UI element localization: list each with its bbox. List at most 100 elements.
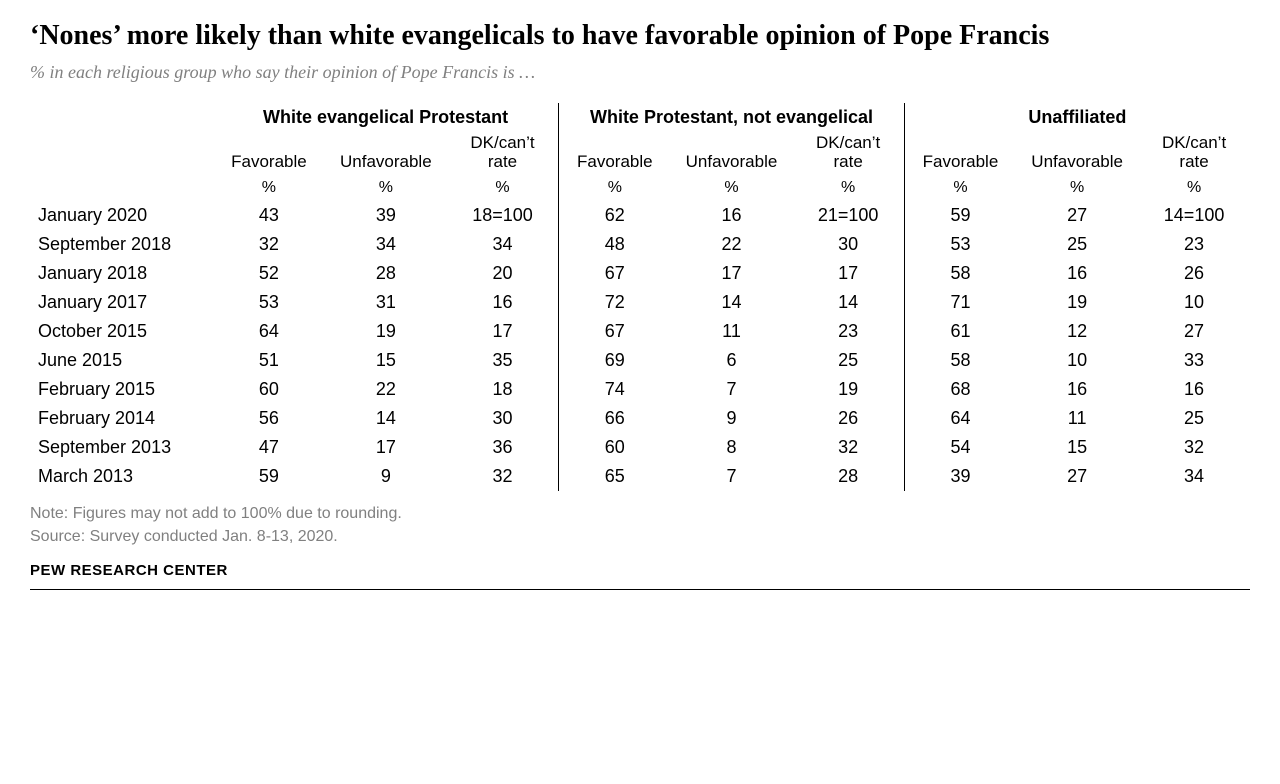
page-title: ‘Nones’ more likely than white evangelic… [30, 20, 1250, 52]
table-row: February 201456143066926641125 [30, 404, 1250, 433]
data-cell: 12 [1016, 317, 1138, 346]
col-dk: DK/can’trate [1138, 130, 1250, 175]
data-cell: 11 [1016, 404, 1138, 433]
data-cell: 48 [559, 230, 671, 259]
data-cell: 8 [670, 433, 792, 462]
data-cell: 19 [325, 317, 447, 346]
data-cell: 34 [1138, 462, 1250, 491]
data-cell: 14 [325, 404, 447, 433]
table-body: January 2020433918=100621621=100592714=1… [30, 201, 1250, 491]
data-cell: 16 [447, 288, 559, 317]
pct-label: % [213, 175, 325, 201]
data-cell: 51 [213, 346, 325, 375]
data-cell: 18 [447, 375, 559, 404]
data-cell: 74 [559, 375, 671, 404]
table-row: February 201560221874719681616 [30, 375, 1250, 404]
table-row: January 2017533116721414711910 [30, 288, 1250, 317]
data-cell: 53 [213, 288, 325, 317]
source-line: Source: Survey conducted Jan. 8-13, 2020… [30, 526, 1250, 548]
data-cell: 9 [325, 462, 447, 491]
pct-label: % [447, 175, 559, 201]
data-cell: 28 [792, 462, 904, 491]
data-cell: 15 [325, 346, 447, 375]
row-label: January 2020 [30, 201, 213, 230]
data-cell: 16 [1016, 375, 1138, 404]
data-cell: 22 [325, 375, 447, 404]
data-cell: 15 [1016, 433, 1138, 462]
data-cell: 11 [670, 317, 792, 346]
data-cell: 17 [447, 317, 559, 346]
pct-label: % [1138, 175, 1250, 201]
data-cell: 25 [792, 346, 904, 375]
pct-label: % [325, 175, 447, 201]
col-unfavorable: Unfavorable [325, 130, 447, 175]
data-cell: 17 [325, 433, 447, 462]
table-row: January 2018522820671717581626 [30, 259, 1250, 288]
data-cell: 19 [792, 375, 904, 404]
col-dk: DK/can’trate [447, 130, 559, 175]
data-cell: 26 [792, 404, 904, 433]
data-cell: 23 [1138, 230, 1250, 259]
data-cell: 59 [213, 462, 325, 491]
pct-label: % [670, 175, 792, 201]
data-cell: 16 [1016, 259, 1138, 288]
data-cell: 71 [904, 288, 1016, 317]
data-cell: 68 [904, 375, 1016, 404]
row-label: March 2013 [30, 462, 213, 491]
data-cell: 33 [1138, 346, 1250, 375]
data-cell: 61 [904, 317, 1016, 346]
data-cell: 25 [1138, 404, 1250, 433]
data-cell: 16 [1138, 375, 1250, 404]
data-cell: 39 [325, 201, 447, 230]
data-cell: 39 [904, 462, 1016, 491]
data-cell: 43 [213, 201, 325, 230]
data-cell: 32 [447, 462, 559, 491]
data-cell: 14 [792, 288, 904, 317]
table-row: September 201347173660832541532 [30, 433, 1250, 462]
data-cell: 18=100 [447, 201, 559, 230]
data-cell: 52 [213, 259, 325, 288]
table-row: October 2015641917671123611227 [30, 317, 1250, 346]
col-unfavorable: Unfavorable [670, 130, 792, 175]
data-cell: 21=100 [792, 201, 904, 230]
data-cell: 32 [213, 230, 325, 259]
data-cell: 27 [1016, 462, 1138, 491]
data-cell: 10 [1138, 288, 1250, 317]
data-cell: 58 [904, 259, 1016, 288]
row-label: February 2014 [30, 404, 213, 433]
data-cell: 47 [213, 433, 325, 462]
row-label: January 2017 [30, 288, 213, 317]
row-label: September 2018 [30, 230, 213, 259]
data-cell: 17 [792, 259, 904, 288]
percent-row: % % % % % % % % % [30, 175, 1250, 201]
data-cell: 30 [792, 230, 904, 259]
data-cell: 65 [559, 462, 671, 491]
data-cell: 54 [904, 433, 1016, 462]
data-cell: 58 [904, 346, 1016, 375]
data-cell: 35 [447, 346, 559, 375]
page-subtitle: % in each religious group who say their … [30, 62, 1250, 83]
data-cell: 56 [213, 404, 325, 433]
data-cell: 26 [1138, 259, 1250, 288]
data-cell: 32 [792, 433, 904, 462]
data-cell: 69 [559, 346, 671, 375]
data-cell: 20 [447, 259, 559, 288]
row-label: January 2018 [30, 259, 213, 288]
data-cell: 60 [559, 433, 671, 462]
row-label: September 2013 [30, 433, 213, 462]
data-cell: 72 [559, 288, 671, 317]
data-cell: 53 [904, 230, 1016, 259]
data-cell: 14=100 [1138, 201, 1250, 230]
col-favorable: Favorable [213, 130, 325, 175]
data-cell: 16 [670, 201, 792, 230]
data-cell: 67 [559, 317, 671, 346]
data-cell: 22 [670, 230, 792, 259]
pct-label: % [1016, 175, 1138, 201]
data-cell: 66 [559, 404, 671, 433]
group-header: White evangelical Protestant [213, 103, 559, 130]
sub-header-row: Favorable Unfavorable DK/can’trate Favor… [30, 130, 1250, 175]
group-header-row: White evangelical Protestant White Prote… [30, 103, 1250, 130]
pct-label: % [559, 175, 671, 201]
data-cell: 6 [670, 346, 792, 375]
table-row: September 2018323434482230532523 [30, 230, 1250, 259]
